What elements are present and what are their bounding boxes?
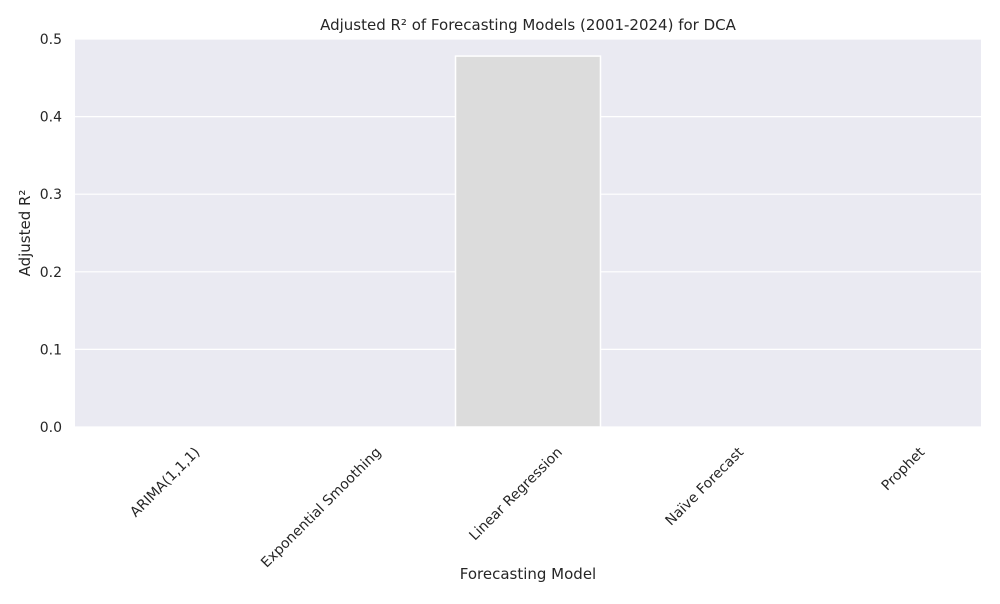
chart-title: Adjusted R² of Forecasting Models (2001-… (320, 16, 737, 34)
x-axis-label: Forecasting Model (460, 565, 596, 583)
x-tick-label: Prophet (879, 444, 929, 494)
y-tick-label: 0.0 (40, 420, 62, 436)
y-tick-label: 0.4 (40, 110, 62, 126)
x-tick-label: Exponential Smoothing (258, 445, 385, 572)
y-axis-label: Adjusted R² (16, 190, 34, 277)
y-axis-ticks: 0.0 0.1 0.2 0.3 0.4 0.5 (40, 32, 62, 436)
x-tick-label: ARIMA(1,1,1) (127, 445, 203, 521)
y-tick-label: 0.2 (40, 265, 62, 281)
x-tick-label: Linear Regression (466, 445, 565, 544)
x-axis-ticks: ARIMA(1,1,1) Exponential Smoothing Linear … (127, 444, 928, 571)
bars (454, 55, 602, 428)
bar-linear-regression (454, 55, 602, 428)
y-tick-label: 0.3 (40, 187, 62, 203)
x-tick-label: Naïve Forecast (663, 444, 748, 529)
y-tick-label: 0.5 (40, 32, 62, 48)
y-tick-label: 0.1 (40, 342, 62, 358)
